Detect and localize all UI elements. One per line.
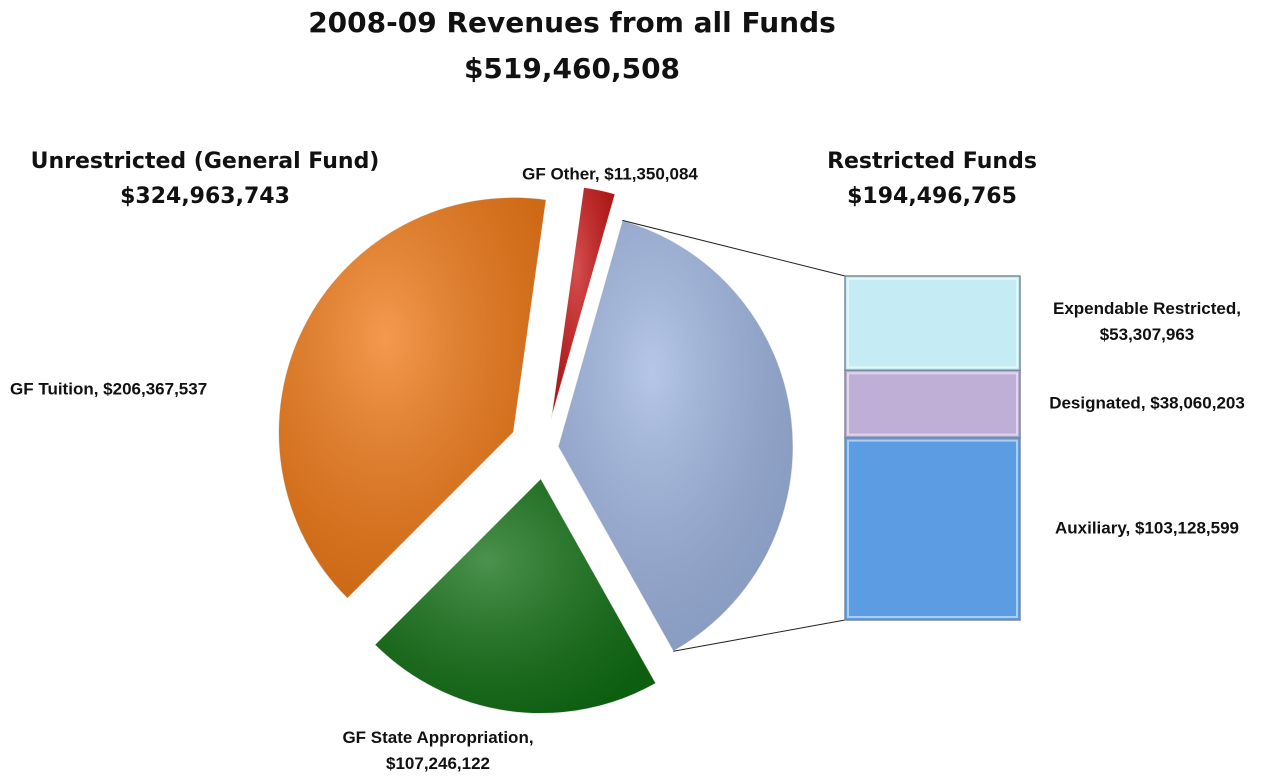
group-total: $194,496,765 bbox=[847, 184, 1017, 209]
segment-shine bbox=[847, 372, 1018, 436]
slice-shine bbox=[374, 478, 656, 714]
data-label: Auxiliary, $103,128,599 bbox=[1055, 518, 1239, 537]
group-name: Restricted Funds bbox=[827, 149, 1037, 174]
data-label: GF State Appropriation, $107,246,122 bbox=[342, 728, 533, 773]
segment-shine bbox=[847, 278, 1018, 369]
data-label: GF Tuition, $206,367,537 bbox=[10, 379, 207, 398]
bar-segment bbox=[844, 436, 1021, 621]
segment-shine bbox=[847, 439, 1018, 618]
group-total: $324,963,743 bbox=[120, 184, 290, 209]
data-label: GF Other, $11,350,084 bbox=[522, 164, 698, 183]
data-label: Expendable Restricted, $53,307,963 bbox=[1053, 300, 1241, 345]
group-name: Unrestricted (General Fund) bbox=[31, 149, 380, 174]
connector bbox=[622, 219, 846, 277]
connector bbox=[673, 619, 846, 652]
chart-subtitle: $519,460,508 bbox=[464, 52, 680, 85]
bar-segment bbox=[844, 369, 1021, 439]
slice-shine bbox=[278, 197, 547, 599]
slice-shine bbox=[558, 220, 794, 652]
bar-segment bbox=[844, 275, 1021, 372]
chart-title: 2008-09 Revenues from all Funds bbox=[308, 6, 836, 39]
data-label: Designated, $38,060,203 bbox=[1049, 393, 1245, 412]
slice-shine bbox=[550, 187, 616, 421]
